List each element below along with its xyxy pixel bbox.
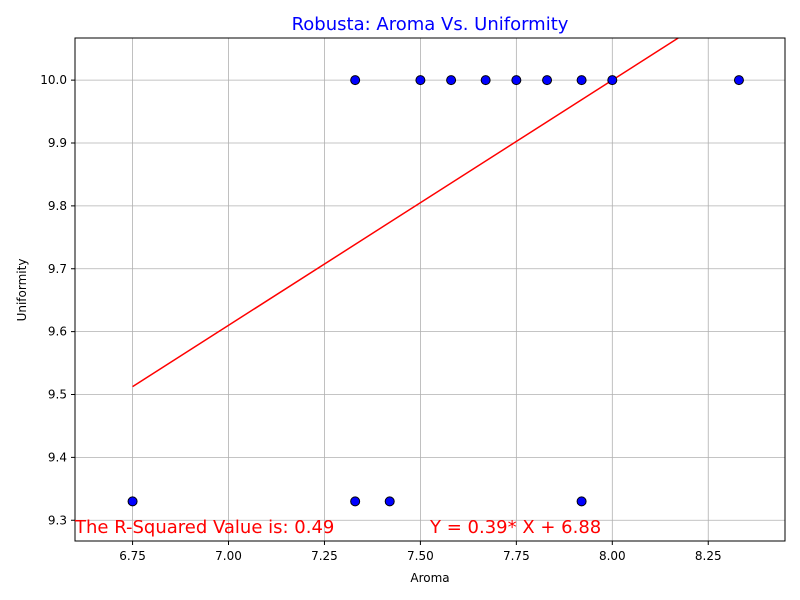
x-tick-label: 7.50 — [407, 549, 434, 563]
data-point — [576, 75, 587, 86]
r-squared-annotation: The R-Squared Value is: 0.49 — [74, 517, 334, 538]
x-tick-label: 6.75 — [119, 549, 146, 563]
data-point — [480, 75, 491, 86]
y-tick-label: 9.8 — [48, 199, 67, 213]
data-point — [127, 496, 138, 507]
regression-line — [132, 37, 679, 388]
data-point — [733, 75, 744, 86]
data-point — [384, 496, 395, 507]
y-tick-label: 9.9 — [48, 136, 67, 150]
y-axis-label: Uniformity — [15, 259, 29, 322]
x-tick-label: 7.75 — [503, 549, 530, 563]
data-point — [446, 75, 457, 86]
data-point — [350, 75, 361, 86]
data-point — [542, 75, 553, 86]
plot-area — [75, 38, 785, 541]
y-tick-label: 9.5 — [48, 388, 67, 402]
y-tick-label: 9.7 — [48, 262, 67, 276]
data-point — [511, 75, 522, 86]
data-point — [350, 496, 361, 507]
y-tick-label: 9.3 — [48, 513, 67, 527]
y-tick-label: 9.4 — [48, 450, 67, 464]
grid — [75, 38, 785, 541]
x-axis-label: Aroma — [410, 571, 449, 585]
data-point — [415, 75, 426, 86]
x-tick-label: 7.25 — [311, 549, 338, 563]
chart-title: Robusta: Aroma Vs. Uniformity — [292, 14, 569, 35]
x-tick-label: 7.00 — [215, 549, 242, 563]
y-tick-label: 10.0 — [40, 73, 67, 87]
data-point — [576, 496, 587, 507]
regression-line-layer — [132, 37, 679, 388]
equation-annotation: Y = 0.39* X + 6.88 — [429, 517, 601, 538]
axis-ticks: 6.75 7.00 7.25 7.50 7.75 8.00 8.25 9.3 9.4 9.5 9.6… — [40, 73, 721, 563]
y-tick-label: 9.6 — [48, 325, 67, 339]
plot-frame — [74, 37, 786, 542]
x-tick-label: 8.00 — [599, 549, 626, 563]
data-points — [127, 75, 744, 507]
x-tick-label: 8.25 — [695, 549, 722, 563]
data-point — [607, 75, 618, 86]
